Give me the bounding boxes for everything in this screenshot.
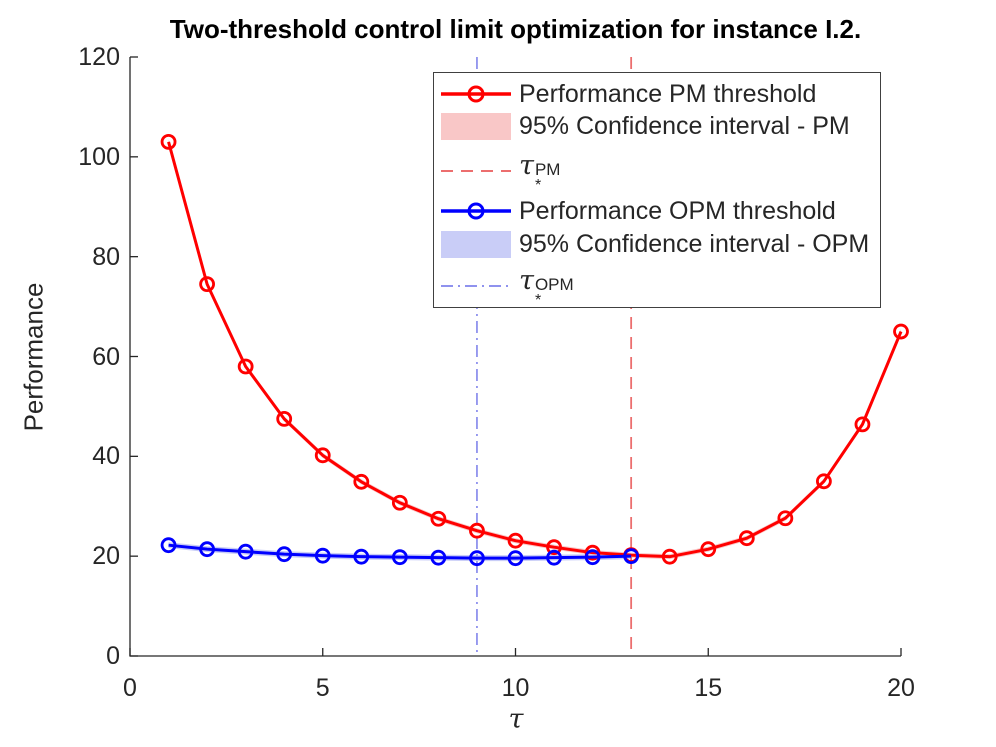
- y-tick-label: 20: [92, 542, 120, 571]
- pm-marker: [546, 539, 562, 556]
- opm-marker: [353, 548, 370, 565]
- lightblue-band-swatch: [441, 231, 511, 258]
- y-tick-label: 0: [106, 642, 120, 670]
- chart-title: Two-threshold control limit optimization…: [169, 14, 862, 44]
- x-tick-label: 10: [501, 674, 530, 702]
- x-tick-label: 5: [315, 674, 330, 702]
- x-tick-label: 20: [887, 674, 915, 702]
- legend-label: Performance OPM threshold: [519, 196, 836, 225]
- pm-marker: [893, 323, 909, 340]
- legend-label: 95% Confidence interval - PM: [519, 112, 850, 140]
- opm-marker: [507, 550, 524, 567]
- opm-marker: [237, 543, 254, 560]
- confidence-band-opm: [168, 542, 632, 562]
- y-tick-label: 60: [92, 342, 120, 371]
- opm-marker: [584, 549, 601, 566]
- legend: Performance PM threshold 95% Confidence …: [433, 72, 881, 308]
- y-tick-label: 100: [78, 142, 120, 171]
- pm-marker: [661, 548, 678, 565]
- pm-marker: [199, 276, 216, 293]
- opm-marker: [546, 549, 562, 566]
- opm-marker: [160, 537, 177, 554]
- legend-item-pm-ci: 95% Confidence interval - PM: [441, 112, 850, 140]
- pm-marker: [391, 494, 408, 511]
- tau-symbol: τ: [519, 264, 534, 296]
- blue-dashdot-line-sample: [441, 270, 511, 302]
- pm-marker: [160, 133, 177, 150]
- pm-marker: [738, 530, 755, 547]
- opm-marker: [276, 546, 293, 563]
- legend-item-opm-line: Performance OPM threshold: [441, 195, 836, 227]
- pm-marker: [584, 544, 601, 561]
- x-axis-label: τ: [508, 703, 524, 735]
- red-dashed-line-sample: [441, 155, 511, 187]
- legend-label-tau-opm: τ OPM *: [519, 264, 574, 309]
- opm-marker: [469, 550, 485, 567]
- x-tick-label: 15: [694, 674, 723, 702]
- pm-marker: [816, 473, 832, 490]
- pm-marker: [854, 416, 871, 433]
- legend-item-pm-vline: τ PM *: [441, 149, 561, 194]
- legend-label: 95% Confidence interval - OPM: [519, 230, 870, 258]
- opm-marker: [391, 549, 408, 566]
- pm-marker: [700, 541, 717, 558]
- pm-marker: [469, 522, 485, 539]
- legend-item-opm-vline: τ OPM *: [441, 264, 574, 309]
- y-tick-label: 120: [78, 43, 120, 71]
- pm-marker: [276, 410, 293, 427]
- x-tick-label: 0: [123, 674, 137, 702]
- pm-marker: [430, 510, 447, 527]
- pm-marker: [777, 510, 794, 527]
- pink-band-swatch: [441, 113, 511, 140]
- pm-marker: [314, 447, 331, 464]
- legend-item-pm-line: Performance PM threshold: [441, 78, 816, 110]
- red-line-marker-sample: [441, 78, 511, 110]
- legend-label: Performance PM threshold: [519, 79, 817, 108]
- y-tick-label: 40: [92, 442, 120, 471]
- blue-line-marker-sample: [441, 195, 511, 227]
- pm-marker: [353, 473, 370, 490]
- pm-marker: [507, 532, 524, 549]
- tau-symbol: τ: [519, 149, 534, 181]
- pm-marker: [237, 358, 254, 375]
- opm-marker: [199, 541, 216, 558]
- legend-label-tau-pm: τ PM *: [519, 149, 561, 194]
- opm-marker: [623, 548, 640, 565]
- opm-marker: [314, 547, 331, 564]
- opm-curve: [168, 543, 632, 560]
- opm-marker: [430, 549, 447, 566]
- legend-item-opm-ci: 95% Confidence interval - OPM: [441, 230, 870, 258]
- y-tick-label: 80: [92, 242, 120, 271]
